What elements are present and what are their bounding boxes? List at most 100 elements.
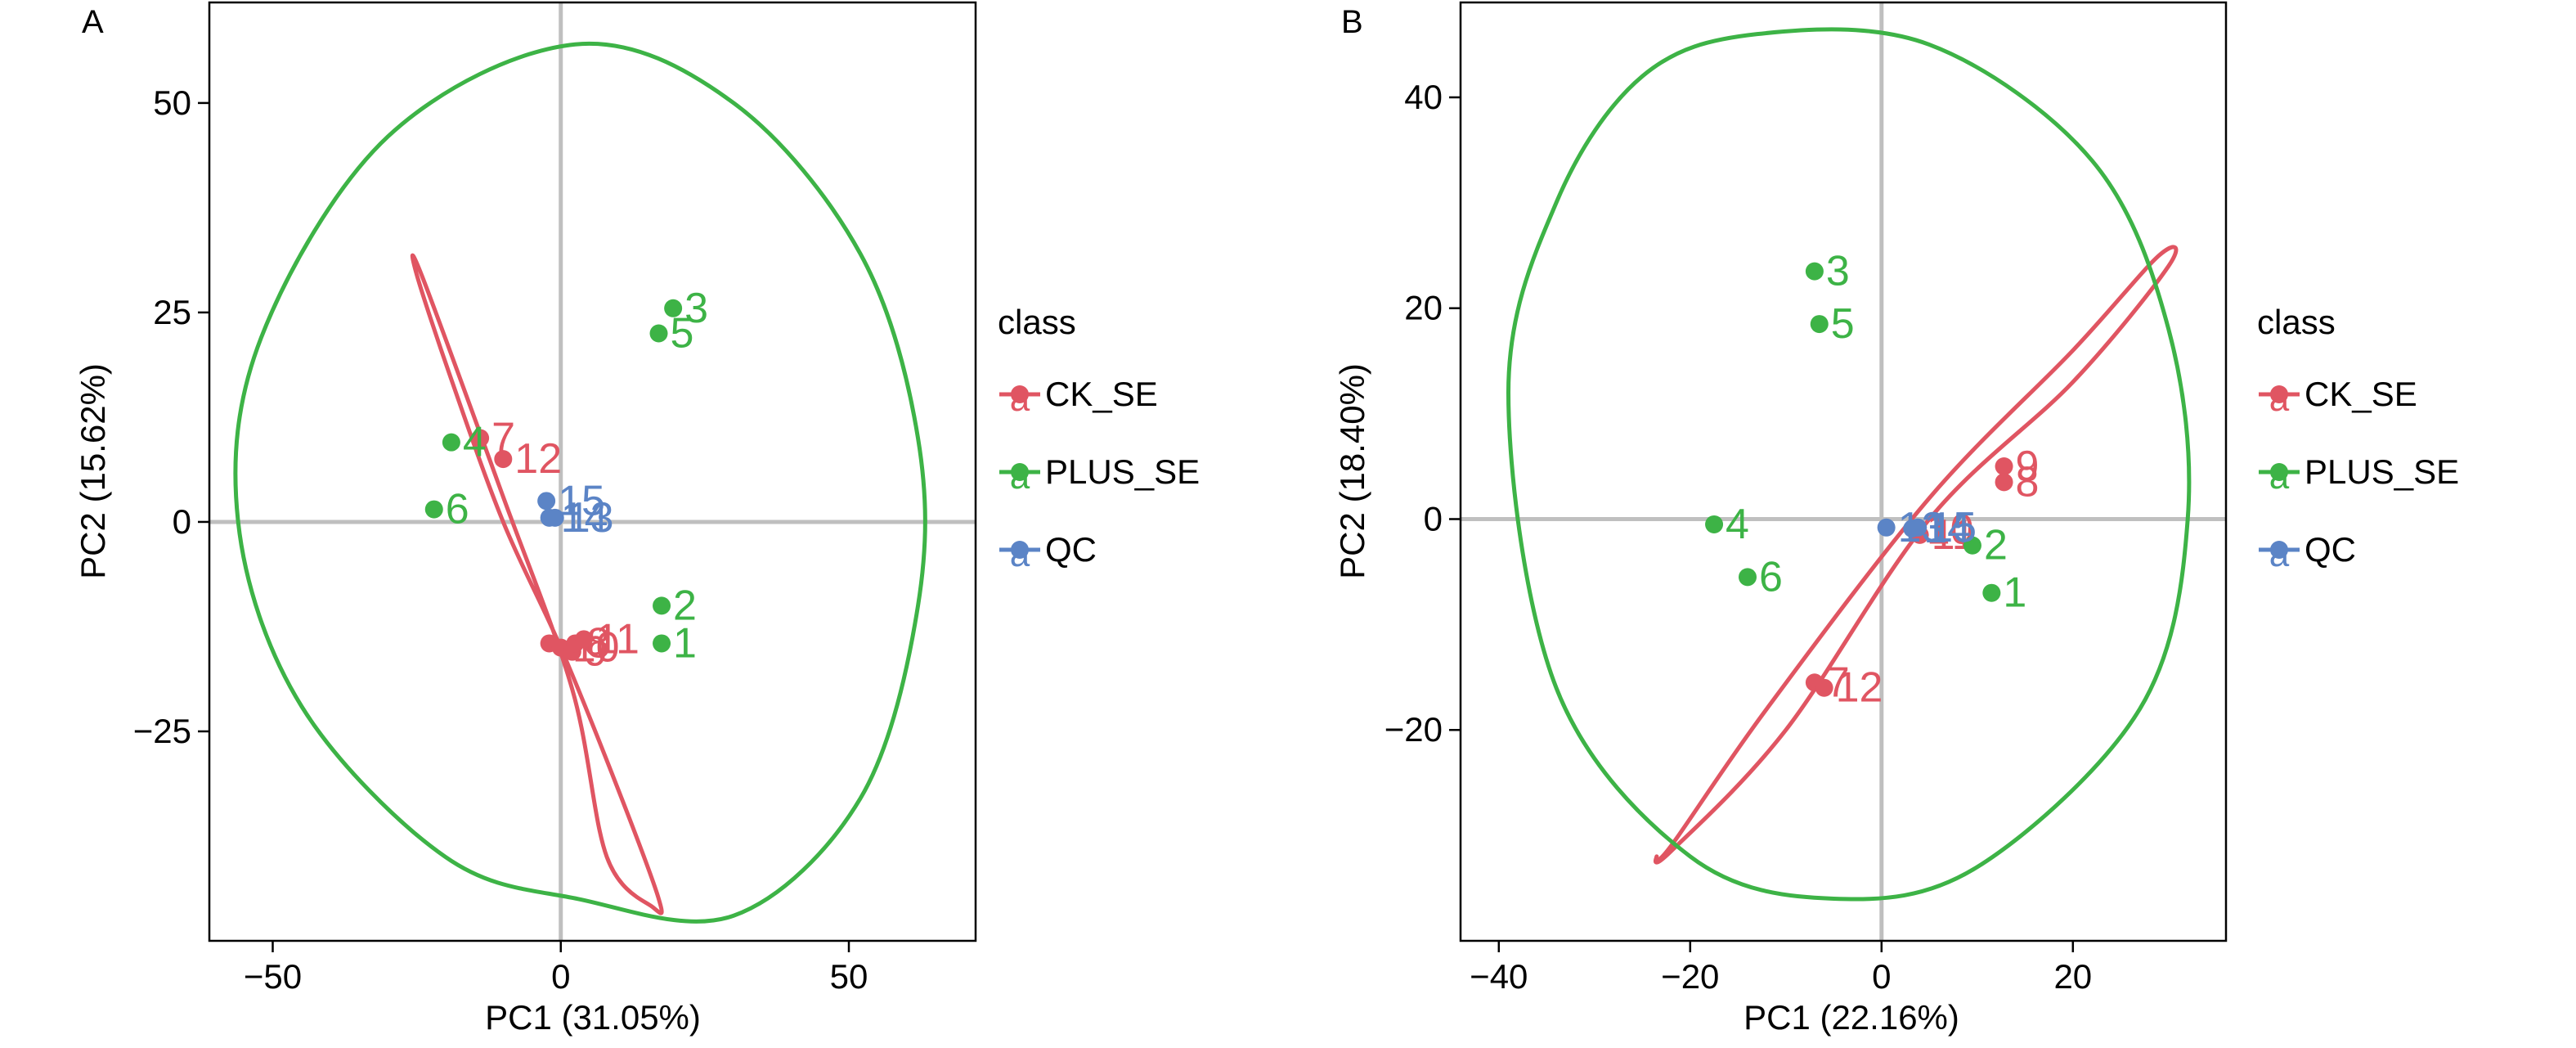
point-label: 5 — [671, 310, 694, 358]
point-label: 5 — [1831, 300, 1855, 348]
point-label: 2 — [673, 582, 697, 629]
x-tick-label: 0 — [1872, 957, 1891, 996]
legend-glyph: a — [1010, 534, 1030, 574]
legend-marker — [2270, 463, 2288, 481]
confidence-ellipse-ck-se — [1653, 245, 2179, 865]
data-point-ck-se — [1995, 473, 2013, 492]
point-label: 8 — [2016, 458, 2040, 506]
point-label: 15 — [558, 477, 605, 524]
x-tick-label: −50 — [244, 957, 302, 996]
panel-a-y-axis-title: PC2 (15.62%) — [74, 363, 112, 579]
data-point-plus-se — [653, 596, 671, 615]
data-point-ck-se — [1995, 457, 2013, 476]
legend-marker — [1011, 385, 1029, 403]
point-label: 11 — [595, 615, 640, 663]
legend-a: class a CK_SEa PLUS_SEa QC — [998, 303, 1200, 574]
x-tick-label: 20 — [2053, 957, 2092, 996]
y-tick-label: 40 — [1404, 78, 1443, 116]
legend-glyph: a — [1010, 457, 1030, 497]
data-point-plus-se — [1963, 536, 1981, 555]
data-point-plus-se — [1705, 515, 1724, 533]
data-point-plus-se — [442, 433, 460, 452]
point-label: 3 — [684, 285, 708, 332]
panel-a-frame — [208, 1, 977, 942]
data-point-plus-se — [649, 324, 668, 343]
x-tick-label: 50 — [830, 957, 868, 996]
panel-b-label: B — [1341, 4, 1363, 40]
panel-b-x-axis-title: PC1 (22.16%) — [1744, 998, 1959, 1037]
point-label: 14 — [561, 494, 608, 542]
data-point-plus-se — [424, 500, 443, 519]
legend-glyph: a — [1010, 379, 1030, 419]
confidence-ellipse-plus-se — [233, 41, 927, 924]
point-label: 12 — [1836, 664, 1883, 712]
point-label: 2 — [1984, 522, 2008, 569]
legend-glyph: a — [2269, 534, 2290, 574]
point-label: 12 — [514, 435, 562, 483]
data-point-qc — [545, 508, 564, 527]
data-point-ck-se — [494, 450, 513, 469]
point-label: 1 — [673, 619, 697, 667]
y-tick-label: 20 — [1404, 289, 1443, 327]
legend-b-title: class — [2257, 303, 2336, 341]
panel-b-frame — [1459, 1, 2228, 942]
legend-marker — [2270, 385, 2288, 403]
x-tick-label: −20 — [1661, 957, 1719, 996]
point-label: 6 — [1759, 553, 1783, 600]
legend-glyph: a — [2269, 379, 2290, 419]
data-point-ck-se — [574, 630, 593, 649]
y-tick-label: 0 — [173, 502, 191, 541]
legend-label: QC — [1045, 530, 1097, 569]
data-point-qc — [537, 492, 556, 511]
data-point-plus-se — [653, 634, 671, 653]
y-tick-label: 50 — [153, 83, 191, 122]
legend-marker — [1011, 541, 1029, 559]
panel-a-x-axis-title: PC1 (31.05%) — [485, 998, 701, 1037]
legend-b: class a CK_SEa PLUS_SEa QC — [2257, 303, 2459, 574]
data-point-ck-se — [1815, 678, 1833, 697]
confidence-ellipse-ck-se — [410, 253, 664, 915]
point-label: 14 — [1923, 505, 1971, 552]
data-point-plus-se — [1739, 568, 1757, 587]
x-tick-label: 0 — [551, 957, 570, 996]
data-point-ck-se — [471, 429, 490, 448]
point-label: 13 — [567, 494, 614, 542]
point-label: 9 — [2016, 443, 2040, 490]
panel-b-points: 981011712354621131415 — [1705, 248, 2039, 712]
legend-label: PLUS_SE — [1045, 452, 1200, 491]
panel-a-label: A — [82, 4, 104, 40]
x-tick-label: −40 — [1470, 957, 1528, 996]
y-tick-label: −25 — [133, 712, 191, 750]
panel-b-ellipses — [1506, 27, 2192, 902]
data-point-qc — [1909, 518, 1928, 537]
legend-label: QC — [2304, 530, 2356, 569]
panel-b-ticks: −40 −20 0 20 −20 0 20 40 — [1384, 78, 2092, 996]
confidence-ellipse-plus-se — [1506, 27, 2192, 902]
point-label: 4 — [463, 419, 487, 466]
panel-b-y-axis-title: PC2 (18.40%) — [1333, 363, 1371, 579]
legend-glyph: a — [2269, 457, 2290, 497]
data-point-qc — [1877, 518, 1896, 537]
panel-b: B 981011712354621131415 −40−20020−200204… — [1333, 1, 2228, 1037]
y-tick-label: 25 — [153, 293, 191, 331]
point-label: 1 — [2003, 569, 2026, 617]
y-tick-label: 0 — [1424, 499, 1443, 537]
legend-label: PLUS_SE — [2304, 452, 2459, 491]
point-label: 6 — [446, 486, 469, 533]
point-label: 15 — [1929, 504, 1977, 551]
legend-a-title: class — [998, 303, 1076, 341]
panel-a-ellipses — [233, 41, 927, 924]
y-tick-label: −20 — [1384, 710, 1443, 749]
data-point-plus-se — [1805, 262, 1824, 281]
legend-marker — [2270, 541, 2288, 559]
data-point-plus-se — [1982, 583, 2001, 602]
legend-label: CK_SE — [2304, 375, 2417, 413]
legend-marker — [1011, 463, 1029, 481]
point-label: 3 — [1826, 248, 1850, 295]
data-point-plus-se — [1810, 315, 1829, 334]
point-label: 4 — [1726, 501, 1749, 548]
